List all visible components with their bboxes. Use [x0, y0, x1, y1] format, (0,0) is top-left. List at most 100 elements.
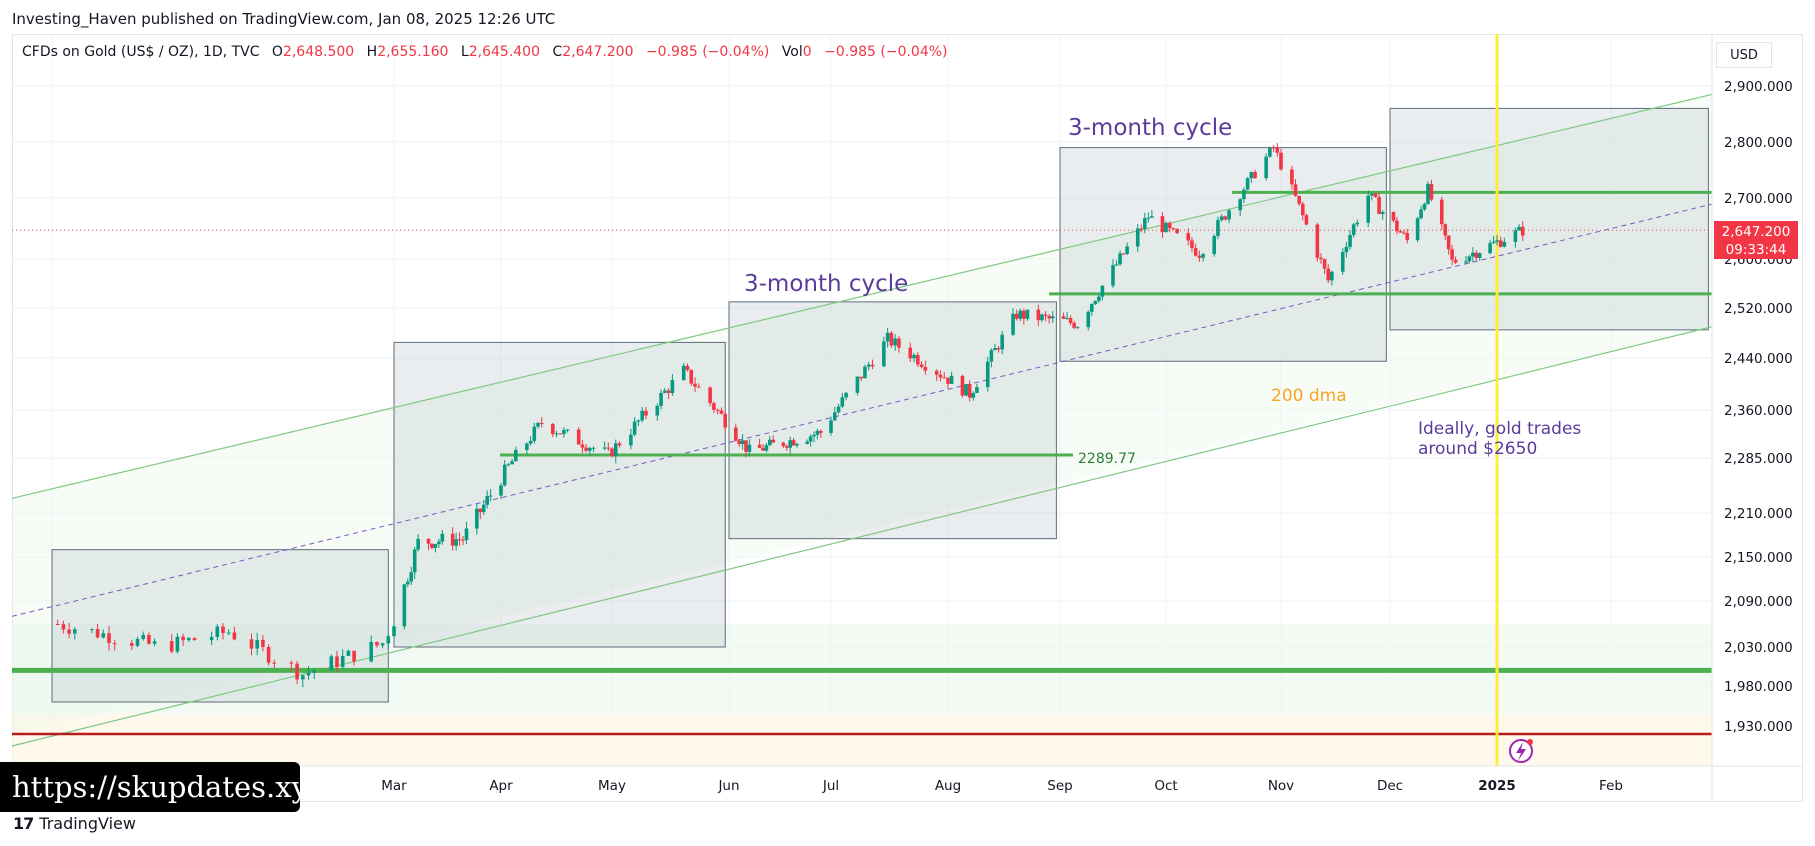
candle-body	[1464, 261, 1468, 263]
candle-body	[1415, 218, 1420, 241]
candle-body	[836, 406, 841, 413]
time-tick-label: Dec	[1377, 778, 1403, 794]
candle-body	[712, 403, 716, 410]
candle-body	[169, 641, 174, 652]
candle-body	[812, 434, 816, 437]
price-tick-label: 2,800.000	[1724, 135, 1793, 151]
candle-body	[1446, 235, 1451, 250]
candle-body	[832, 412, 837, 421]
candle-body	[412, 549, 417, 573]
candle-body	[562, 430, 566, 435]
candle-body	[655, 405, 660, 416]
candle-body	[744, 440, 748, 452]
candle-body	[866, 364, 871, 367]
candle-body	[602, 447, 607, 449]
candle-body	[261, 639, 265, 647]
candle-body	[893, 338, 897, 346]
candle-body	[551, 423, 555, 434]
candle-body	[1100, 285, 1105, 297]
symbol-legend[interactable]: CFDs on Gold (US$ / OZ), 1D, TVC O2,648.…	[22, 44, 948, 60]
candle-body	[967, 384, 972, 398]
price-tick-label: 2,030.000	[1724, 640, 1793, 656]
candle-body	[591, 447, 596, 449]
candle-body	[1439, 199, 1444, 225]
candle-body	[689, 369, 694, 384]
lower-band	[12, 714, 1712, 766]
candle-body	[352, 650, 356, 662]
candle-body	[266, 646, 271, 663]
time-tick-label: May	[598, 778, 626, 794]
note-line-2: around $2650	[1418, 439, 1537, 459]
candle-body	[249, 639, 254, 649]
candle-body	[1114, 264, 1119, 266]
candle-body	[528, 440, 533, 444]
candle-body	[306, 672, 311, 676]
candle-body	[844, 392, 848, 398]
candle-body	[1093, 300, 1098, 305]
currency-button[interactable]: USD	[1716, 42, 1772, 68]
candle-body	[934, 370, 939, 375]
candle-body	[640, 410, 644, 421]
candle-body	[996, 348, 1001, 350]
candle-body	[1068, 318, 1073, 323]
candle-body	[1315, 224, 1320, 258]
candle-body	[464, 528, 469, 541]
candle-body	[312, 670, 316, 673]
candle-body	[1075, 327, 1080, 329]
candle-body	[1513, 230, 1518, 242]
candle-body	[681, 365, 686, 381]
price-tick-label: 2,900.000	[1724, 79, 1793, 95]
candle-body	[1443, 224, 1448, 236]
candle-body	[502, 464, 507, 486]
price-tick-label: 2,210.000	[1724, 506, 1793, 522]
candle-body	[1201, 254, 1205, 258]
candle-body	[1351, 224, 1356, 236]
candle-body	[565, 429, 570, 431]
candle-body	[1322, 259, 1327, 269]
chart-frame[interactable]	[12, 34, 1803, 802]
candle-body	[1271, 147, 1276, 149]
candle-body	[392, 626, 396, 637]
candle-body	[481, 504, 486, 513]
candle-body	[1190, 240, 1194, 249]
candle-body	[272, 662, 277, 664]
cycle-label-1: 3-month cycle	[1068, 115, 1232, 141]
candle-body	[506, 464, 511, 466]
candle-body	[993, 348, 997, 351]
tradingview-logo[interactable]: 17 TradingView	[13, 814, 136, 833]
candle-body	[908, 347, 913, 359]
candle-body	[1238, 199, 1242, 211]
legend-symbol: CFDs on Gold (US$ / OZ), 1D, TVC	[22, 44, 260, 60]
candle-body	[73, 629, 77, 634]
candle-body	[1340, 252, 1345, 272]
candle-body	[1175, 228, 1179, 234]
candle-body	[1450, 249, 1454, 260]
candle-body	[1380, 211, 1385, 214]
candle-body	[402, 584, 407, 627]
candle-body	[375, 641, 379, 646]
legend-high-label: H	[366, 44, 378, 60]
candle-body	[863, 366, 867, 379]
price-tick-label: 2,700.000	[1724, 191, 1793, 207]
candle-body	[670, 380, 675, 394]
candle-body	[1474, 252, 1479, 258]
candle-body	[1139, 228, 1144, 230]
candle-body	[1290, 169, 1294, 185]
candle-body	[1304, 215, 1309, 225]
last-price-tag: 2,647.200 09:33:44	[1714, 221, 1798, 259]
candle-body	[636, 420, 641, 422]
candle-body	[255, 639, 259, 649]
legend-vol-label: Vol	[781, 44, 803, 60]
candle-body	[1150, 216, 1154, 218]
candle-body	[740, 440, 745, 445]
candle-body	[1249, 172, 1254, 179]
replay-icon[interactable]	[1509, 739, 1533, 763]
candle-body	[532, 426, 537, 441]
candle-body	[112, 643, 117, 645]
candle-body	[610, 448, 614, 457]
candle-body	[1391, 211, 1396, 221]
candle-body	[971, 392, 976, 398]
candle-body	[1065, 318, 1069, 320]
candle-body	[644, 410, 648, 416]
